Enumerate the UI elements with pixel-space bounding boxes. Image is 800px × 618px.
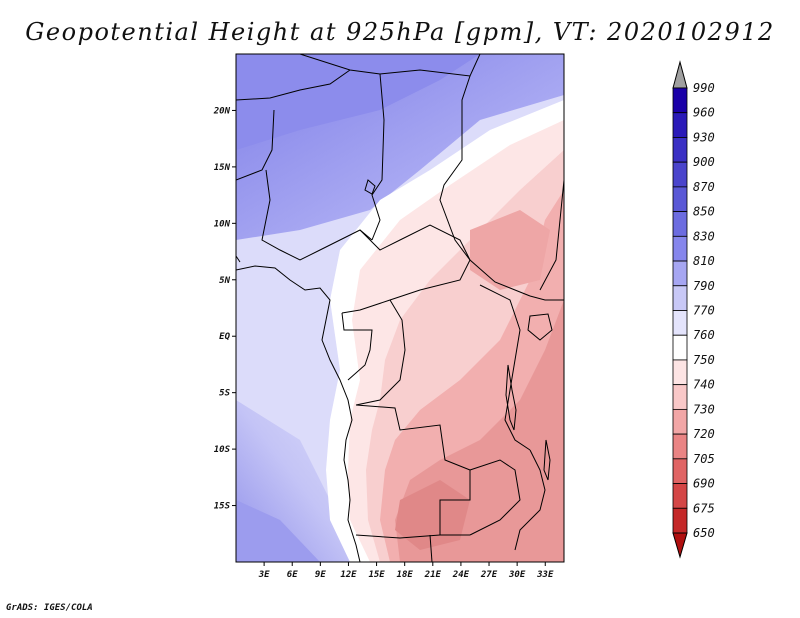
- lake-tanganyika: [505, 364, 517, 431]
- colorbar-label: 870: [693, 180, 715, 194]
- colorbar-label: 770: [693, 304, 715, 318]
- contour-fill-705: [395, 480, 470, 550]
- coastline-gulf: [236, 250, 241, 263]
- border-drc-north: [355, 299, 406, 406]
- map-frame: [235, 53, 565, 563]
- colorbar-label: 810: [693, 254, 715, 268]
- colorbar-label: 690: [693, 477, 715, 491]
- colorbar-label: 930: [693, 130, 715, 144]
- lat-tick-label: 10S: [214, 445, 231, 455]
- lat-tick-label: 5S: [219, 389, 230, 399]
- lon-tick-label: 18E: [397, 570, 414, 580]
- contour-fill-sw-dark: [236, 500, 320, 562]
- border-moz: [514, 449, 546, 551]
- lon-tick-label: 9E: [315, 570, 326, 580]
- colorbar-bottom-triangle: [672, 532, 688, 559]
- colorbar-segment: [672, 161, 688, 188]
- borders: [236, 54, 564, 562]
- colorbar-label: 730: [693, 402, 715, 416]
- border-west: [236, 109, 275, 181]
- lon-axis: 3E 6E 9E 12E 15E 18E 21E 24E 27E 30E 33E: [258, 562, 554, 580]
- border-north-1: [299, 54, 481, 77]
- colorbar-label: 650: [693, 526, 715, 540]
- colorbar-label: 960: [693, 106, 715, 120]
- lon-tick-label: 33E: [536, 570, 554, 580]
- lake-malawi: [543, 439, 551, 481]
- lat-tick-label: 10N: [214, 219, 231, 229]
- colorbar-segment: [672, 112, 688, 138]
- colorbar-label: 750: [693, 353, 715, 367]
- colorbar-segment: [672, 186, 688, 213]
- colorbar-segment: [672, 87, 688, 114]
- border-north-2: [236, 69, 351, 101]
- lon-tick-label: 30E: [508, 570, 526, 580]
- border-congo: [341, 312, 373, 381]
- border-nigeria: [261, 169, 373, 261]
- colorbar: 990 960 930 900 870 850 830 810 790 770 760 750 740 7…: [672, 60, 715, 559]
- border-south: [429, 534, 433, 562]
- lon-tick-label: 12E: [340, 570, 357, 580]
- lon-tick-label: 3E: [258, 570, 270, 580]
- border-drc-east: [479, 284, 531, 451]
- colorbar-top-triangle: [672, 60, 688, 89]
- colorbar-segment: [672, 433, 688, 460]
- colorbar-segment: [672, 137, 688, 163]
- grads-credit: GrADS: IGES/COLA: [6, 603, 93, 613]
- colorbar-label: 675: [693, 501, 715, 515]
- colorbar-label: 760: [693, 328, 715, 342]
- colorbar-segment: [672, 408, 688, 435]
- lat-tick-label: 20N: [213, 106, 231, 116]
- lon-tick-label: 27E: [480, 570, 498, 580]
- lon-tick-label: 21E: [424, 570, 442, 580]
- colorbar-segment: [672, 359, 688, 386]
- colorbar-label: 990: [693, 81, 715, 95]
- border-tanzania: [529, 295, 564, 301]
- colorbar-label: 850: [693, 205, 715, 219]
- colorbar-segment: [672, 458, 688, 484]
- colorbar-segment: [672, 483, 688, 509]
- border-chad: [371, 73, 385, 241]
- border-zambia: [469, 459, 521, 536]
- border-angola: [355, 404, 471, 535]
- colorbar-label: 790: [693, 279, 715, 293]
- map-title: Geopotential Height at 925hPa [gpm], VT:…: [25, 18, 775, 46]
- colorbar-label: 900: [693, 155, 715, 169]
- height-field: [236, 54, 564, 562]
- colorbar-segment: [672, 285, 688, 311]
- colorbar-segment: [672, 384, 688, 410]
- lake-chad: [364, 179, 376, 195]
- lon-tick-label: 15E: [368, 570, 385, 580]
- lat-tick-label: 15N: [214, 163, 231, 173]
- lon-tick-label: 24E: [452, 570, 470, 580]
- lat-tick-label: 15S: [214, 502, 231, 512]
- colorbar-segment: [672, 211, 688, 237]
- lat-tick-label: 5N: [219, 276, 230, 286]
- colorbar-label: 720: [693, 427, 715, 441]
- colorbar-label: 705: [693, 452, 715, 466]
- colorbar-segment: [672, 334, 688, 361]
- border-ethiopia: [539, 179, 564, 291]
- colorbar-segment: [672, 507, 688, 534]
- border-car: [341, 224, 471, 314]
- lat-tick-label: EQ: [219, 332, 230, 342]
- colorbar-segment: [672, 310, 688, 336]
- colorbar-label: 740: [693, 378, 715, 392]
- border-angola-south: [355, 534, 470, 539]
- contour-fill-north-dark: [236, 54, 480, 150]
- contour-fill-720-north: [470, 210, 550, 290]
- border-sudan: [439, 75, 531, 297]
- coastline: [236, 265, 361, 562]
- lon-tick-label: 6E: [287, 570, 298, 580]
- colorbar-segment: [672, 235, 688, 262]
- lat-axis: 20N 15N 10N 5N EQ 5S 10S 15S: [213, 106, 236, 512]
- colorbar-segment: [672, 260, 688, 287]
- colorbar-label: 830: [693, 229, 715, 243]
- lake-victoria: [527, 313, 553, 341]
